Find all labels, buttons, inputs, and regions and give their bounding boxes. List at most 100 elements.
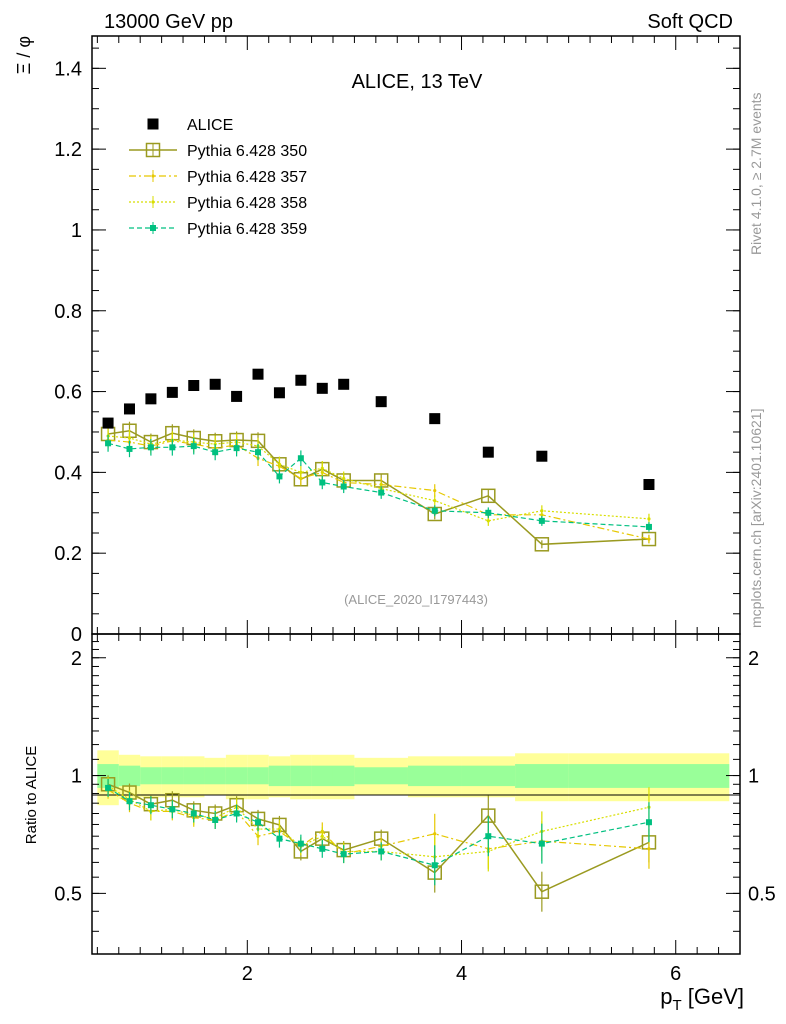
legend-label: ALICE bbox=[187, 117, 233, 134]
ratio-y-tick-label-right: 2 bbox=[748, 648, 759, 670]
legend-label: Pythia 6.428 358 bbox=[187, 195, 307, 212]
data-point bbox=[127, 436, 132, 440]
data-point bbox=[647, 537, 651, 541]
data-point bbox=[169, 444, 176, 451]
data-point bbox=[145, 393, 157, 405]
y-tick-label: 0.6 bbox=[54, 382, 82, 404]
data-point bbox=[340, 483, 347, 490]
data-point bbox=[643, 479, 655, 490]
legend-marker bbox=[145, 142, 161, 158]
x-tick-label: 6 bbox=[670, 963, 681, 985]
data-point bbox=[342, 476, 346, 481]
main-ticks: 0 0.2 0.4 0.6 0.8 1 1.2 1.4 bbox=[54, 36, 740, 646]
data-point bbox=[433, 499, 437, 503]
analysis-id: (ALICE_2020_I1797443) bbox=[344, 592, 488, 607]
y-tick-label: 0.4 bbox=[54, 462, 82, 484]
uncertainty-band-inner bbox=[568, 764, 730, 788]
data-point bbox=[338, 378, 350, 390]
ratio-point bbox=[169, 806, 176, 813]
ratio-point bbox=[233, 810, 240, 817]
series-line bbox=[108, 439, 650, 540]
data-point bbox=[429, 413, 441, 425]
uncertainty-band-inner bbox=[290, 765, 312, 787]
ratio-y-tick-label: 2 bbox=[71, 648, 82, 670]
ratio-point bbox=[647, 847, 651, 851]
legend-marker bbox=[151, 174, 155, 178]
data-point bbox=[190, 443, 197, 450]
series-pythia-6.428-359 bbox=[105, 434, 652, 532]
data-point bbox=[431, 507, 438, 514]
uncertainty-band-inner bbox=[311, 765, 333, 787]
ratio-y-tick-label: 0.5 bbox=[54, 883, 82, 905]
series-pythia-6.428-358 bbox=[106, 427, 651, 526]
ratio-point bbox=[212, 816, 219, 823]
data-point bbox=[277, 462, 282, 466]
ratio-bands bbox=[97, 750, 730, 806]
y-tick-label: 0 bbox=[71, 624, 82, 646]
ratio-point bbox=[320, 834, 324, 838]
side-site: mcplots.cern.ch [arXiv:2401.10621] bbox=[748, 409, 764, 628]
x-axis-label: pT [GeV] bbox=[660, 984, 744, 1014]
data-point bbox=[295, 374, 307, 386]
data-point bbox=[166, 386, 178, 398]
data-point bbox=[538, 517, 545, 524]
legend-marker bbox=[150, 225, 156, 231]
data-point bbox=[297, 455, 304, 462]
legend-entry: Pythia 6.428 358 bbox=[129, 195, 307, 212]
data-point bbox=[209, 378, 221, 390]
y-tick-label: 0.8 bbox=[54, 301, 82, 323]
data-point bbox=[375, 396, 387, 408]
data-point bbox=[147, 444, 154, 451]
data-point bbox=[641, 531, 657, 547]
series-line bbox=[108, 435, 650, 522]
uncertainty-band-inner bbox=[354, 767, 408, 785]
series-alice bbox=[102, 368, 655, 490]
main-panel: 0 0.2 0.4 0.6 0.8 1 1.2 1.4 ALICE, 13 TeV (ALIC… bbox=[14, 35, 741, 646]
ratio-point bbox=[340, 851, 347, 858]
legend-entry: Pythia 6.428 359 bbox=[129, 221, 307, 238]
ratio-point bbox=[105, 784, 112, 791]
data-point bbox=[102, 417, 114, 429]
uncertainty-band-inner bbox=[247, 767, 269, 785]
data-point bbox=[233, 445, 240, 452]
ratio-point bbox=[534, 884, 550, 899]
side-rivet: Rivet 4.1.0, ≥ 2.7M events bbox=[748, 92, 764, 255]
ratio-point bbox=[645, 819, 652, 826]
main-plot-title: ALICE, 13 TeV bbox=[352, 71, 483, 93]
uncertainty-band-inner bbox=[183, 767, 205, 785]
data-point bbox=[534, 537, 550, 552]
ratio-point bbox=[538, 840, 545, 847]
ratio-point bbox=[297, 840, 304, 847]
legend-entry: Pythia 6.428 350 bbox=[129, 142, 307, 160]
ratio-y-tick-label-right: 1 bbox=[748, 766, 759, 788]
ratio-point bbox=[276, 835, 283, 842]
data-point bbox=[213, 442, 217, 446]
data-point bbox=[276, 473, 283, 480]
data-point bbox=[299, 470, 303, 474]
legend-label: Pythia 6.428 357 bbox=[187, 169, 307, 186]
ratio-point bbox=[126, 798, 133, 805]
legend-entry: Pythia 6.428 357 bbox=[129, 169, 307, 186]
data-point bbox=[273, 387, 285, 399]
data-point bbox=[105, 440, 112, 447]
ratio-point bbox=[277, 827, 282, 831]
y-tick-label: 0.2 bbox=[54, 543, 82, 565]
data-point bbox=[540, 509, 544, 513]
uncertainty-band-inner bbox=[515, 764, 569, 788]
ratio-point bbox=[433, 832, 437, 836]
data-point bbox=[212, 449, 219, 456]
uncertainty-band-inner bbox=[332, 765, 355, 787]
ratio-panel: 0.5 0.5 1 1 2 2 2 4 6 Ratio to ALICE bbox=[23, 633, 776, 985]
ratio-line bbox=[107, 785, 650, 858]
legend-entry: ALICE bbox=[147, 117, 233, 134]
legend-marker bbox=[151, 200, 155, 204]
uncertainty-band-inner bbox=[407, 765, 462, 787]
data-point bbox=[647, 517, 651, 521]
legend-label: Pythia 6.428 350 bbox=[187, 143, 307, 160]
data-point bbox=[481, 488, 496, 504]
uncertainty-band-inner bbox=[225, 767, 248, 785]
ratio-point bbox=[378, 848, 385, 855]
ratio-ticks: 0.5 0.5 1 1 2 2 2 4 6 bbox=[54, 634, 776, 985]
data-point bbox=[255, 449, 262, 456]
